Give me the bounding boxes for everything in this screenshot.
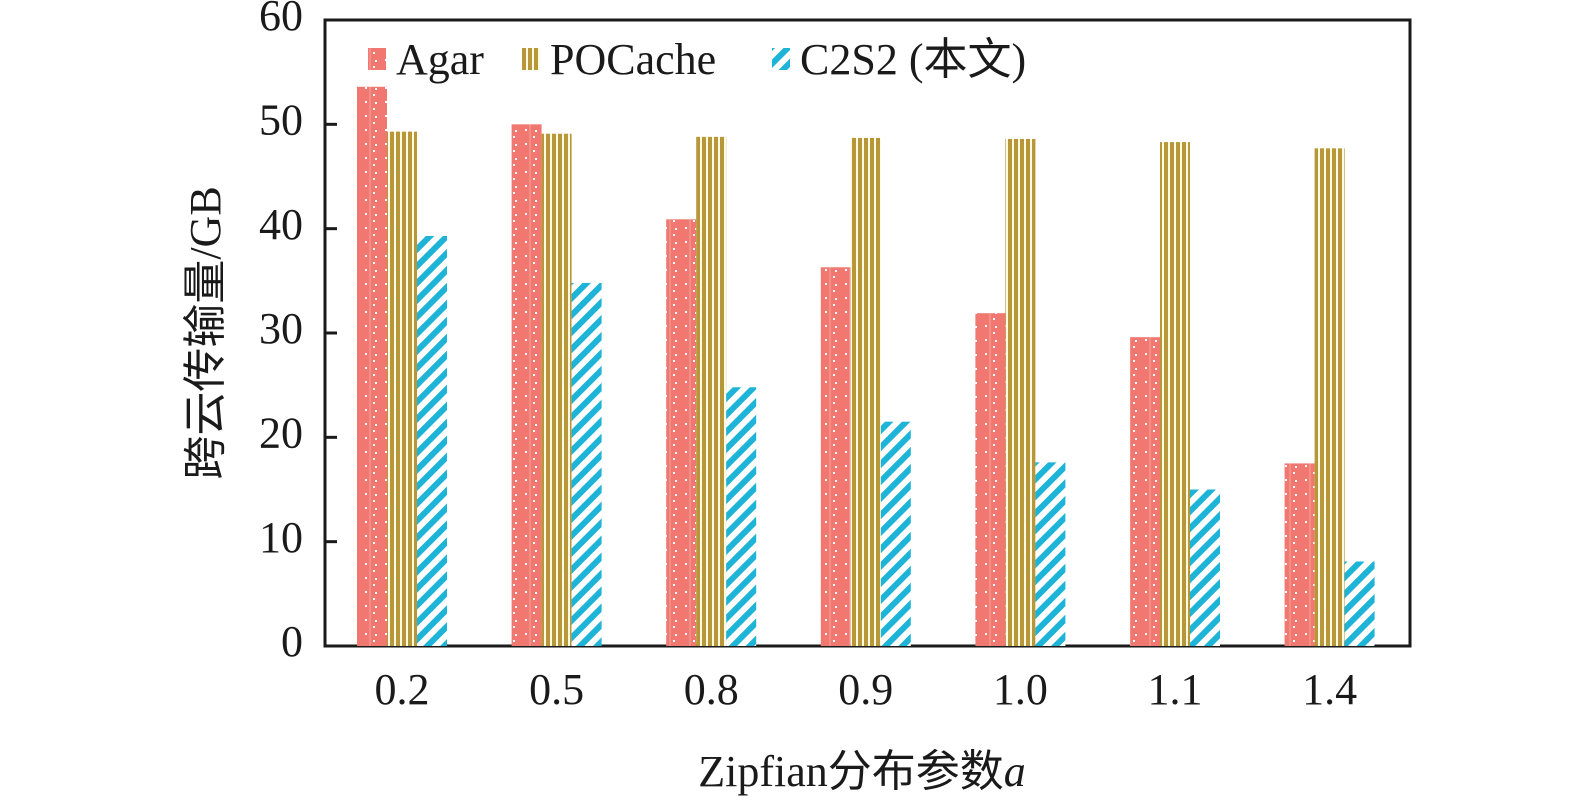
bar-pocache-1.1 xyxy=(1160,142,1190,646)
y-tick-label: 60 xyxy=(259,0,303,40)
x-tick-label: 0.2 xyxy=(375,665,430,714)
bar-agar-1.1 xyxy=(1130,337,1160,646)
x-tick-label: 0.9 xyxy=(838,665,893,714)
bar-c2s2-1.0 xyxy=(1035,462,1066,646)
bar-agar-1.4 xyxy=(1284,463,1315,646)
bar-pocache-0.2 xyxy=(387,131,417,647)
bar-c2s2-0.2 xyxy=(417,235,447,646)
bar-pocache-0.8 xyxy=(696,136,727,646)
bar-agar-0.8 xyxy=(666,219,697,646)
x-tick-label: 1.1 xyxy=(1148,665,1203,714)
bar-c2s2-0.5 xyxy=(571,282,602,646)
bar-c2s2-1.1 xyxy=(1190,489,1220,646)
bar-c2s2-0.8 xyxy=(726,387,757,646)
bar-pocache-1.4 xyxy=(1314,148,1345,646)
x-tick-label: 1.0 xyxy=(993,665,1048,714)
x-axis: 0.2 0.5 0.8 0.9 1.0 1.1 1.4 xyxy=(375,665,1358,714)
x-axis-title-var: a xyxy=(1004,747,1026,796)
x-tick-label: 0.5 xyxy=(529,665,584,714)
y-tick-label: 0 xyxy=(281,617,303,666)
legend-swatch-0 xyxy=(368,48,386,70)
bar-c2s2-1.4 xyxy=(1344,561,1375,646)
bar-pocache-0.5 xyxy=(541,133,572,646)
bar-pocache-0.9 xyxy=(850,137,881,646)
y-tick-label: 50 xyxy=(259,95,303,144)
legend-swatch-1 xyxy=(522,48,540,70)
bar-agar-0.9 xyxy=(820,267,851,646)
legend: Agar POCache C2S2 (本文) xyxy=(368,35,1026,84)
x-axis-title: Zipfian分布参数a xyxy=(698,747,1026,796)
x-tick-label: 0.8 xyxy=(684,665,739,714)
bar-agar-1.0 xyxy=(975,313,1006,646)
legend-swatch-2 xyxy=(772,48,790,70)
legend-label-0: Agar xyxy=(396,35,484,84)
legend-label-2: C2S2 (本文) xyxy=(800,35,1026,84)
y-axis: 0 10 20 30 40 50 60 xyxy=(259,0,337,666)
x-tick-label: 1.4 xyxy=(1302,665,1357,714)
bars xyxy=(357,86,1375,647)
y-axis-title: 跨云传输量/GB xyxy=(181,186,230,479)
y-tick-label: 30 xyxy=(259,304,303,353)
y-tick-label: 10 xyxy=(259,513,303,562)
x-axis-title-main: Zipfian分布参数 xyxy=(698,747,1004,796)
y-tick-label: 40 xyxy=(259,200,303,249)
bar-agar-0.5 xyxy=(511,124,542,647)
bar-agar-0.2 xyxy=(357,86,387,647)
legend-label-1: POCache xyxy=(550,35,716,84)
y-tick-label: 20 xyxy=(259,408,303,457)
bar-pocache-1.0 xyxy=(1005,138,1036,646)
bar-c2s2-0.9 xyxy=(880,421,911,646)
